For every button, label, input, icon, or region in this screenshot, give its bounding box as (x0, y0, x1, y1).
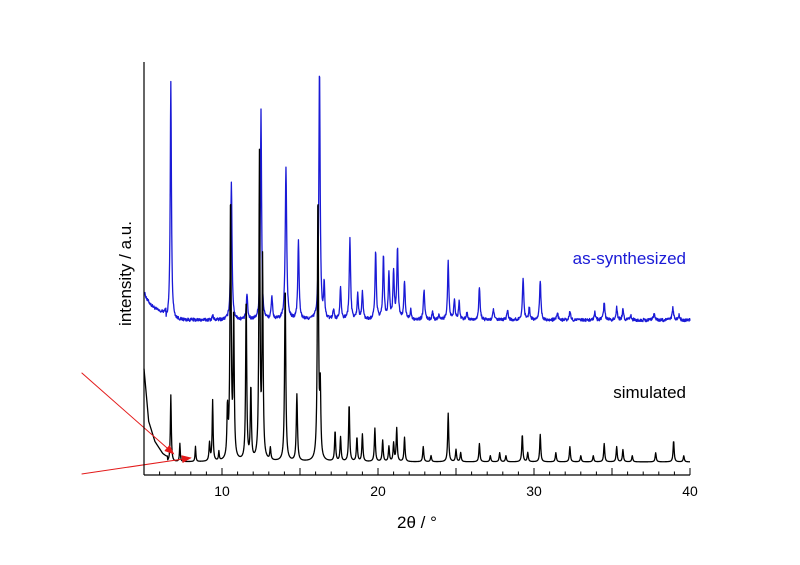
x-tick-label: 30 (526, 483, 542, 499)
annotation-arrow-2 (81, 455, 192, 475)
series-layer (143, 75, 691, 463)
x-ticks: 10 20 30 40 (143, 468, 698, 499)
series-label-simulated: simulated (613, 383, 686, 402)
series-line-as-synthesized (143, 75, 691, 323)
y-axis-title: intensity / a.u. (116, 221, 135, 326)
series-line-simulated (143, 148, 691, 463)
axes: 10 20 30 40 (143, 62, 698, 499)
x-tick-label: 10 (214, 483, 230, 499)
x-tick-label: 40 (682, 483, 698, 499)
x-axis-title: 2θ / ° (397, 513, 437, 532)
annotation-arrow-1 (81, 372, 175, 455)
series-label-as-synthesized: as-synthesized (573, 249, 686, 268)
annotation-layer (81, 372, 192, 475)
x-tick-label: 20 (370, 483, 386, 499)
